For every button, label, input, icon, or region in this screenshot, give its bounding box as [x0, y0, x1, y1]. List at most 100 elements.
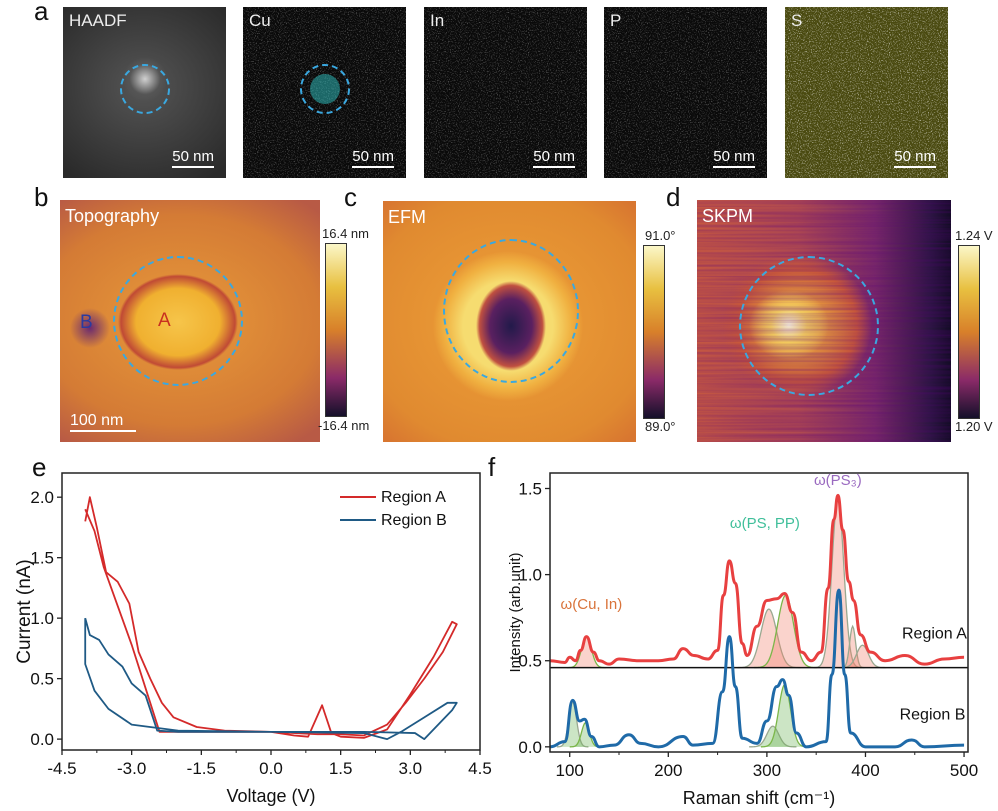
y-tick-label: 1.5 [518, 480, 542, 499]
y-tick-label: 0.5 [30, 670, 54, 689]
fit-peak-fill [566, 636, 607, 668]
x-tick-label: 1.5 [329, 759, 353, 778]
annotation: ω(PS, PP) [730, 515, 800, 532]
legend-label: Region A [381, 489, 446, 506]
x-axis-label: Raman shift (cm⁻¹) [683, 788, 836, 808]
fit-peak-line [749, 725, 797, 748]
region-circle [739, 256, 879, 396]
skpm-cmin: 1.20 V [955, 419, 993, 434]
x-tick-label: 300 [753, 761, 781, 780]
eds-map-in: In 50 nm [424, 7, 587, 178]
topography-cmax: 16.4 nm [322, 226, 369, 241]
efm-cmin: 89.0° [645, 419, 676, 434]
x-tick-label: 500 [950, 761, 978, 780]
fit-peak-fill [760, 684, 809, 747]
annotation: ω(Cu, In) [561, 596, 623, 613]
scale-bar: 50 nm [713, 148, 755, 168]
scale-bar-label: 50 nm [172, 148, 214, 165]
region-circle [113, 256, 243, 386]
eds-map-label: S [791, 11, 803, 30]
x-tick-label: 200 [654, 761, 682, 780]
plot-frame [549, 472, 969, 753]
fit-peak-fill [556, 702, 589, 747]
x-tick-label: -3.0 [117, 759, 146, 778]
y-tick-label: 1.0 [518, 566, 542, 585]
efm-map: EFM [383, 201, 636, 442]
region-b-marker: B [80, 312, 93, 333]
topography-colorbar [325, 243, 347, 417]
eds-map-s: S 50 nm [785, 7, 948, 178]
scale-bar: 50 nm [894, 148, 936, 168]
fit-peak-line [556, 700, 589, 748]
annotation: ω(PS₃) [814, 472, 862, 489]
scale-bar: 100 nm [70, 412, 136, 432]
series-line-region-a [549, 493, 965, 666]
topography-cmin: -16.4 nm [318, 418, 370, 433]
x-tick-label: 100 [556, 761, 584, 780]
scale-bar-label: 50 nm [713, 148, 755, 165]
eds-map-haadf: HAADF 50 nm [63, 7, 226, 178]
y-axis-label: Intensity (arb.unit) [507, 552, 524, 672]
series-line-region-b [549, 588, 965, 749]
panel-label-c: c [344, 182, 357, 212]
panel-label-f: f [488, 452, 496, 482]
fit-peak-fill [838, 645, 887, 668]
region-circle [443, 239, 579, 383]
skpm-colorbar [958, 245, 980, 419]
x-axis-label: Voltage (V) [226, 786, 315, 806]
eds-map-label: HAADF [69, 11, 127, 30]
y-tick-label: 2.0 [30, 488, 54, 507]
x-tick-label: 4.5 [468, 759, 492, 778]
y-tick-label: 0.5 [518, 652, 542, 671]
fit-peak-fill [840, 626, 865, 668]
fit-peak-fill [737, 609, 801, 668]
fit-peak-line [840, 624, 865, 669]
scale-bar-label: 50 nm [533, 148, 575, 165]
efm-cmax: 91.0° [645, 228, 676, 243]
scale-bar: 50 nm [352, 148, 394, 168]
panel-label-b: b [34, 182, 49, 212]
eds-map-label: In [430, 11, 445, 30]
panel-label-a: a [34, 0, 49, 26]
series-line-region-b [84, 617, 458, 741]
skpm-cmax: 1.24 V [955, 228, 993, 243]
legend-label: Region B [381, 512, 447, 529]
scale-bar: 50 nm [533, 148, 575, 168]
x-tick-label: 0.0 [259, 759, 283, 778]
eds-map-cu: Cu 50 nm [243, 7, 406, 178]
x-tick-label: 3.0 [399, 759, 423, 778]
chart-1: 100 200 300 400 500 0.0 0.5 1.0 1.5 Raman shift (… [507, 472, 978, 808]
scale-bar-label: 100 nm [70, 412, 124, 429]
x-tick-label: -1.5 [187, 759, 216, 778]
y-axis-label: Current (nA) [14, 559, 35, 664]
fit-peak-fill [814, 498, 862, 668]
annotation: Region B [900, 706, 966, 723]
scale-bar: 50 nm [172, 148, 214, 168]
x-tick-label: -4.5 [47, 759, 76, 778]
fit-peak-line [737, 608, 801, 669]
panel-label-e: e [32, 452, 47, 482]
scale-bar-label: 50 nm [894, 148, 936, 165]
efm-colorbar [643, 245, 665, 419]
efm-label: EFM [388, 207, 426, 227]
eds-map-label: P [610, 11, 622, 30]
y-tick-label: 1.0 [30, 609, 54, 628]
skpm-label: SKPM [702, 206, 754, 226]
topography-map: Topography B A 100 nm [60, 200, 320, 442]
y-tick-label: 0.0 [518, 738, 542, 757]
y-tick-label: 1.5 [30, 549, 54, 568]
topography-label: Topography [65, 206, 160, 226]
fit-peak-fill [754, 595, 818, 668]
chart-0: -4.5 -3.0 -1.5 0.0 1.5 3.0 4.5 0.0 0.5 1.0 1.5 2.0 V… [14, 472, 492, 806]
scale-bar-label: 50 nm [352, 148, 394, 165]
y-tick-label: 0.0 [30, 730, 54, 749]
skpm-map: SKPM [697, 200, 951, 442]
eds-map-label: Cu [249, 11, 271, 30]
eds-map-p: P 50 nm [604, 7, 767, 178]
x-tick-label: 400 [851, 761, 879, 780]
annotation: Region A [902, 625, 967, 642]
fit-peak-fill [569, 722, 602, 747]
series-line-region-a [84, 496, 458, 739]
